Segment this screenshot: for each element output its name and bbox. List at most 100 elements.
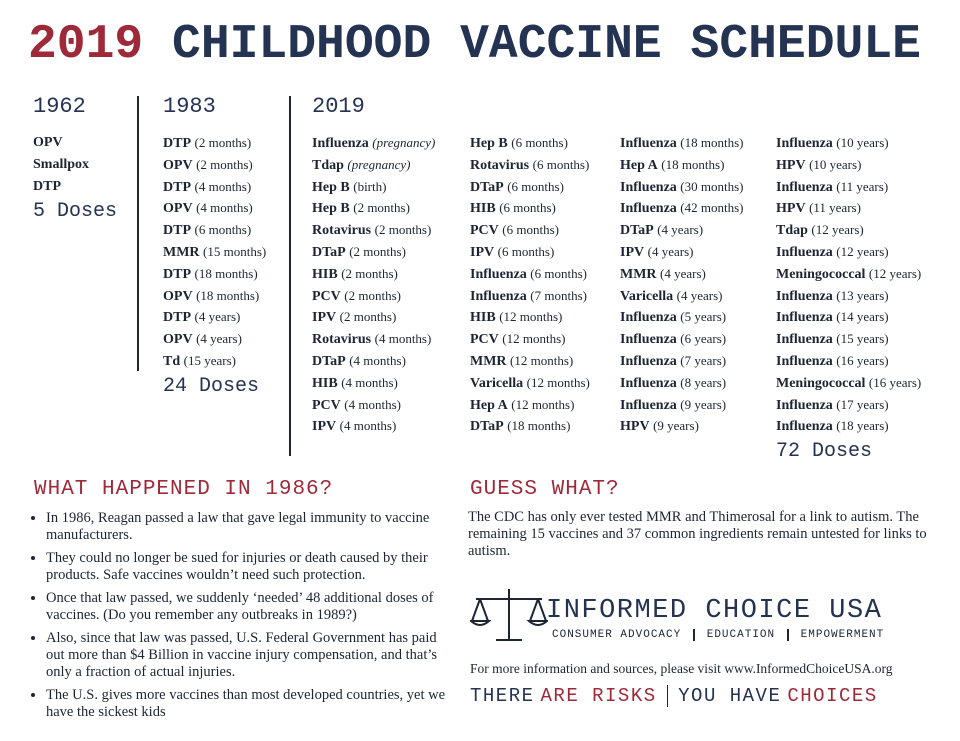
info-text: For more information and sources, please…: [470, 661, 893, 676]
vaccine-name: HPV: [776, 201, 806, 217]
vaccine-name: Rotavirus: [470, 157, 530, 173]
vaccine-age: (12 months): [526, 374, 590, 390]
vaccine-age: (12 months): [511, 396, 575, 412]
vaccine-name: Influenza: [312, 136, 369, 151]
slogan-part: YOU HAVE: [678, 685, 782, 707]
vaccine-age: (7 years): [680, 353, 727, 368]
vaccine-entry: Influenza (15 years): [776, 330, 889, 349]
vaccine-age: (15 months): [203, 244, 267, 259]
vaccine-entry: Influenza (18 months): [620, 134, 744, 153]
vaccine-name: Influenza: [776, 397, 833, 413]
vaccine-age: (4 years): [647, 244, 694, 259]
tagline-part: EMPOWERMENT: [800, 629, 885, 641]
vaccine-entry: DTaP (2 months): [312, 243, 406, 262]
vaccine-name: OPV: [163, 288, 193, 304]
bullet: Once that law passed, we suddenly ‘neede…: [46, 590, 456, 624]
vaccine-entry: Varicella (4 years): [620, 287, 722, 306]
vaccine-age: (4 months): [374, 331, 432, 347]
vaccine-entry: HIB (4 months): [312, 374, 398, 393]
bullet: They could no longer be sued for injurie…: [46, 550, 456, 584]
vaccine-entry: Td (15 years): [163, 352, 236, 371]
vaccine-age: (10 years): [809, 156, 862, 172]
vaccine-name: Rotavirus: [312, 223, 372, 239]
vaccine-entry: Influenza (8 years): [620, 374, 726, 393]
vaccine-name: Influenza: [470, 288, 527, 304]
vaccine-entry: DTaP (4 years): [620, 221, 703, 240]
vaccine-age: (4 months): [349, 353, 406, 368]
vaccine-age: (12 years): [811, 222, 864, 238]
vaccine-age: (6 months): [499, 200, 556, 216]
vaccine-entry: PCV (6 months): [470, 221, 559, 240]
vaccine-entry: MMR (15 months): [163, 243, 266, 262]
vaccine-entry: OPV (4 years): [163, 330, 242, 349]
vaccine-name: Hep A: [620, 157, 658, 173]
vaccine-name: DTaP: [620, 223, 654, 239]
vaccine-entry: Varicella (12 months): [470, 374, 590, 393]
vaccine-entry: MMR (4 years): [620, 265, 706, 284]
vaccine-age: (16 years): [868, 374, 922, 390]
vaccine-name: Influenza: [470, 266, 527, 282]
vaccine-entry: DTP (4 years): [163, 308, 240, 327]
title-year: 2019: [28, 18, 144, 72]
title-text: CHILDHOOD VACCINE SCHEDULE: [172, 18, 921, 72]
vaccine-age: (6 months): [532, 156, 590, 172]
vaccine-age: (2 months): [353, 200, 410, 216]
slogan-part: THERE: [470, 685, 535, 707]
vaccine-entry: OPV (18 months): [163, 287, 259, 306]
vaccine-name: Hep B: [312, 201, 350, 217]
bullet-list: In 1986, Reagan passed a law that gave l…: [26, 510, 456, 727]
vaccine-age: (42 months): [680, 200, 744, 216]
vaccine-age: (13 years): [836, 287, 889, 303]
vaccine-name: Hep B: [312, 179, 350, 195]
vaccine-entry: Tdap (12 years): [776, 221, 864, 240]
vaccine-age: (15 years): [836, 331, 889, 347]
vaccine-age: (8 years): [680, 374, 727, 390]
vaccine-name: IPV: [620, 245, 645, 260]
bullet: In 1986, Reagan passed a law that gave l…: [46, 510, 456, 544]
vaccine-name: Influenza: [620, 136, 677, 151]
vaccine-entry: PCV (12 months): [470, 330, 565, 349]
vaccine-name: Tdap: [312, 157, 344, 173]
vaccine-name: DTaP: [470, 179, 504, 195]
vaccine-entry: Meningococcal (16 years): [776, 374, 921, 393]
bullets: In 1986, Reagan passed a law that gave l…: [26, 510, 456, 721]
vaccine-name: OPV: [163, 157, 193, 173]
vaccine-name: Influenza: [776, 419, 833, 435]
vaccine-name: OPV: [33, 135, 63, 150]
vaccine-age: (16 years): [836, 353, 889, 368]
vaccine-age: (10 years): [836, 135, 889, 150]
vaccine-age: (12 months): [502, 331, 566, 347]
vaccine-name: Varicella: [470, 375, 524, 391]
vaccine-entry: OPV (2 months): [163, 156, 253, 175]
vaccine-age: (6 months): [507, 178, 564, 194]
vaccine-entry: Influenza (18 years): [776, 417, 889, 436]
vaccine-age: (7 months): [530, 287, 587, 303]
vaccine-age: (birth): [353, 178, 387, 194]
vaccine-age: (6 months): [502, 222, 559, 238]
logo-name: INFORMED CHOICE USA: [546, 596, 883, 626]
vaccine-name: IPV: [312, 310, 337, 326]
vaccine-entry: Influenza (7 months): [470, 287, 587, 306]
vaccine-name: HIB: [312, 375, 338, 391]
vaccine-age: (18 months): [507, 418, 571, 434]
vaccine-age: (6 years): [680, 331, 727, 347]
vaccine-name: Rotavirus: [312, 332, 372, 348]
vaccine-age: (9 years): [680, 396, 727, 412]
vaccine-entry: MMR (12 months): [470, 352, 573, 371]
vaccine-entry: DTP: [33, 178, 61, 196]
vaccine-name: Influenza: [620, 332, 677, 348]
separator: [787, 629, 789, 641]
vaccine-entry: Rotavirus (6 months): [470, 156, 589, 175]
vaccine-entry: IPV (2 months): [312, 308, 396, 327]
vaccine-age: (5 years): [680, 309, 727, 325]
vaccine-name: HPV: [620, 419, 650, 435]
vaccine-entry: PCV (4 months): [312, 396, 401, 415]
vaccine-name: Influenza: [776, 332, 833, 348]
vaccine-entry: PCV (2 months): [312, 287, 401, 306]
vaccine-name: DTP: [163, 223, 191, 239]
vaccine-entry: HPV (10 years): [776, 156, 861, 175]
vaccine-name: Td: [163, 354, 181, 369]
vaccine-name: Hep A: [470, 397, 508, 413]
vaccine-entry: Influenza (7 years): [620, 352, 726, 371]
section-heading: WHAT HAPPENED IN 1986?: [34, 478, 334, 501]
